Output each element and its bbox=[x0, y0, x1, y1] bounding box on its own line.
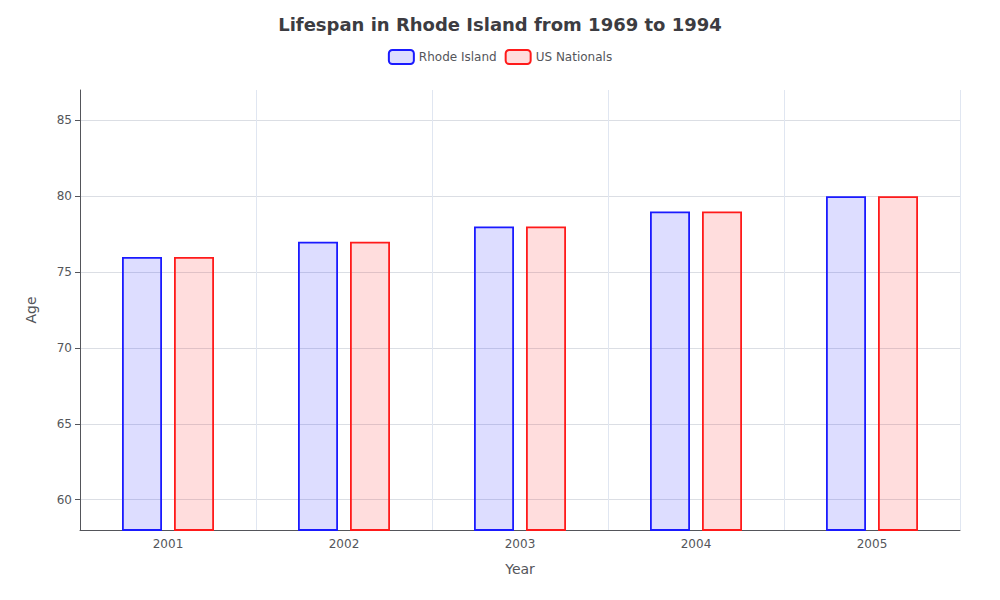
svg-text:2002: 2002 bbox=[329, 537, 360, 551]
svg-text:75: 75 bbox=[57, 265, 72, 279]
svg-text:60: 60 bbox=[57, 493, 72, 507]
svg-text:85: 85 bbox=[57, 113, 72, 127]
svg-text:US Nationals: US Nationals bbox=[536, 50, 612, 64]
svg-text:2005: 2005 bbox=[857, 537, 888, 551]
svg-text:70: 70 bbox=[57, 341, 72, 355]
svg-text:2001: 2001 bbox=[153, 537, 184, 551]
svg-text:80: 80 bbox=[57, 189, 72, 203]
svg-text:Rhode Island: Rhode Island bbox=[419, 50, 497, 64]
svg-text:Age: Age bbox=[23, 296, 39, 323]
svg-text:2003: 2003 bbox=[505, 537, 536, 551]
svg-text:65: 65 bbox=[57, 417, 72, 431]
svg-text:Year: Year bbox=[504, 561, 535, 577]
svg-text:Lifespan in Rhode Island from: Lifespan in Rhode Island from 1969 to 19… bbox=[278, 14, 722, 35]
svg-text:2004: 2004 bbox=[681, 537, 712, 551]
